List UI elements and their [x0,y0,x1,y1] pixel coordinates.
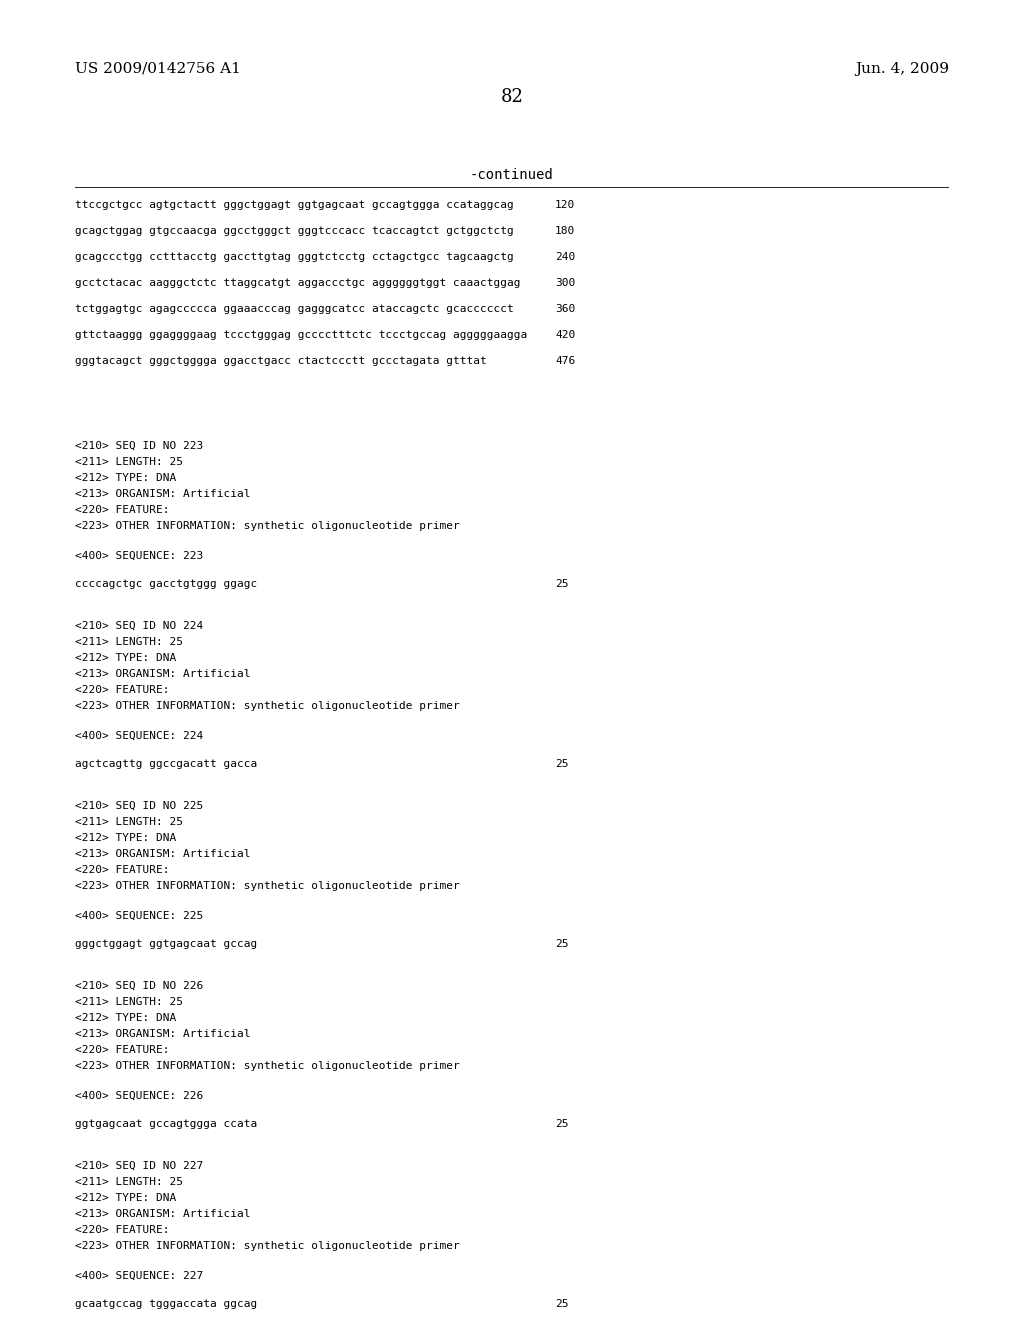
Text: <211> LENGTH: 25: <211> LENGTH: 25 [75,997,183,1007]
Text: <210> SEQ ID NO 227: <210> SEQ ID NO 227 [75,1162,203,1171]
Text: <211> LENGTH: 25: <211> LENGTH: 25 [75,817,183,828]
Text: gttctaaggg ggaggggaag tccctgggag gcccctttctc tccctgccag agggggaagga: gttctaaggg ggaggggaag tccctgggag gcccctt… [75,330,527,341]
Text: <212> TYPE: DNA: <212> TYPE: DNA [75,833,176,843]
Text: ttccgctgcc agtgctactt gggctggagt ggtgagcaat gccagtggga ccataggcag: ttccgctgcc agtgctactt gggctggagt ggtgagc… [75,201,514,210]
Text: <220> FEATURE:: <220> FEATURE: [75,865,170,875]
Text: <220> FEATURE:: <220> FEATURE: [75,685,170,696]
Text: 476: 476 [555,356,575,366]
Text: Jun. 4, 2009: Jun. 4, 2009 [855,62,949,77]
Text: US 2009/0142756 A1: US 2009/0142756 A1 [75,62,241,77]
Text: <213> ORGANISM: Artificial: <213> ORGANISM: Artificial [75,1030,251,1039]
Text: gcctctacac aagggctctc ttaggcatgt aggaccctgc aggggggtggt caaactggag: gcctctacac aagggctctc ttaggcatgt aggaccc… [75,279,520,288]
Text: <212> TYPE: DNA: <212> TYPE: DNA [75,473,176,483]
Text: 300: 300 [555,279,575,288]
Text: ggtgagcaat gccagtggga ccata: ggtgagcaat gccagtggga ccata [75,1119,257,1129]
Text: <210> SEQ ID NO 224: <210> SEQ ID NO 224 [75,620,203,631]
Text: 25: 25 [555,939,568,949]
Text: 120: 120 [555,201,575,210]
Text: <400> SEQUENCE: 226: <400> SEQUENCE: 226 [75,1092,203,1101]
Text: 240: 240 [555,252,575,261]
Text: -continued: -continued [470,168,554,182]
Text: <213> ORGANISM: Artificial: <213> ORGANISM: Artificial [75,1209,251,1218]
Text: agctcagttg ggccgacatt gacca: agctcagttg ggccgacatt gacca [75,759,257,770]
Text: <212> TYPE: DNA: <212> TYPE: DNA [75,653,176,663]
Text: 82: 82 [501,88,523,106]
Text: <213> ORGANISM: Artificial: <213> ORGANISM: Artificial [75,488,251,499]
Text: <220> FEATURE:: <220> FEATURE: [75,1225,170,1236]
Text: 420: 420 [555,330,575,341]
Text: <213> ORGANISM: Artificial: <213> ORGANISM: Artificial [75,669,251,678]
Text: <213> ORGANISM: Artificial: <213> ORGANISM: Artificial [75,849,251,859]
Text: <223> OTHER INFORMATION: synthetic oligonucleotide primer: <223> OTHER INFORMATION: synthetic oligo… [75,880,460,891]
Text: 25: 25 [555,759,568,770]
Text: <400> SEQUENCE: 224: <400> SEQUENCE: 224 [75,731,203,741]
Text: <400> SEQUENCE: 227: <400> SEQUENCE: 227 [75,1271,203,1280]
Text: <223> OTHER INFORMATION: synthetic oligonucleotide primer: <223> OTHER INFORMATION: synthetic oligo… [75,521,460,531]
Text: <212> TYPE: DNA: <212> TYPE: DNA [75,1012,176,1023]
Text: <223> OTHER INFORMATION: synthetic oligonucleotide primer: <223> OTHER INFORMATION: synthetic oligo… [75,1241,460,1251]
Text: <210> SEQ ID NO 225: <210> SEQ ID NO 225 [75,801,203,810]
Text: gggctggagt ggtgagcaat gccag: gggctggagt ggtgagcaat gccag [75,939,257,949]
Text: 360: 360 [555,304,575,314]
Text: 180: 180 [555,226,575,236]
Text: <212> TYPE: DNA: <212> TYPE: DNA [75,1193,176,1203]
Text: gcagccctgg cctttacctg gaccttgtag gggtctcctg cctagctgcc tagcaagctg: gcagccctgg cctttacctg gaccttgtag gggtctc… [75,252,514,261]
Text: <400> SEQUENCE: 225: <400> SEQUENCE: 225 [75,911,203,921]
Text: <400> SEQUENCE: 223: <400> SEQUENCE: 223 [75,550,203,561]
Text: gcagctggag gtgccaacga ggcctgggct gggtcccacc tcaccagtct gctggctctg: gcagctggag gtgccaacga ggcctgggct gggtccc… [75,226,514,236]
Text: <211> LENGTH: 25: <211> LENGTH: 25 [75,638,183,647]
Text: gggtacagct gggctgggga ggacctgacc ctactccctt gccctagata gtttat: gggtacagct gggctgggga ggacctgacc ctactcc… [75,356,486,366]
Text: <223> OTHER INFORMATION: synthetic oligonucleotide primer: <223> OTHER INFORMATION: synthetic oligo… [75,701,460,711]
Text: ccccagctgc gacctgtggg ggagc: ccccagctgc gacctgtggg ggagc [75,579,257,589]
Text: tctggagtgc agagccccca ggaaacccag gagggcatcc ataccagctc gcacccccct: tctggagtgc agagccccca ggaaacccag gagggca… [75,304,514,314]
Text: <220> FEATURE:: <220> FEATURE: [75,1045,170,1055]
Text: <210> SEQ ID NO 226: <210> SEQ ID NO 226 [75,981,203,991]
Text: 25: 25 [555,579,568,589]
Text: <211> LENGTH: 25: <211> LENGTH: 25 [75,1177,183,1187]
Text: <223> OTHER INFORMATION: synthetic oligonucleotide primer: <223> OTHER INFORMATION: synthetic oligo… [75,1061,460,1071]
Text: <210> SEQ ID NO 223: <210> SEQ ID NO 223 [75,441,203,451]
Text: 25: 25 [555,1299,568,1309]
Text: 25: 25 [555,1119,568,1129]
Text: <211> LENGTH: 25: <211> LENGTH: 25 [75,457,183,467]
Text: gcaatgccag tgggaccata ggcag: gcaatgccag tgggaccata ggcag [75,1299,257,1309]
Text: <220> FEATURE:: <220> FEATURE: [75,506,170,515]
